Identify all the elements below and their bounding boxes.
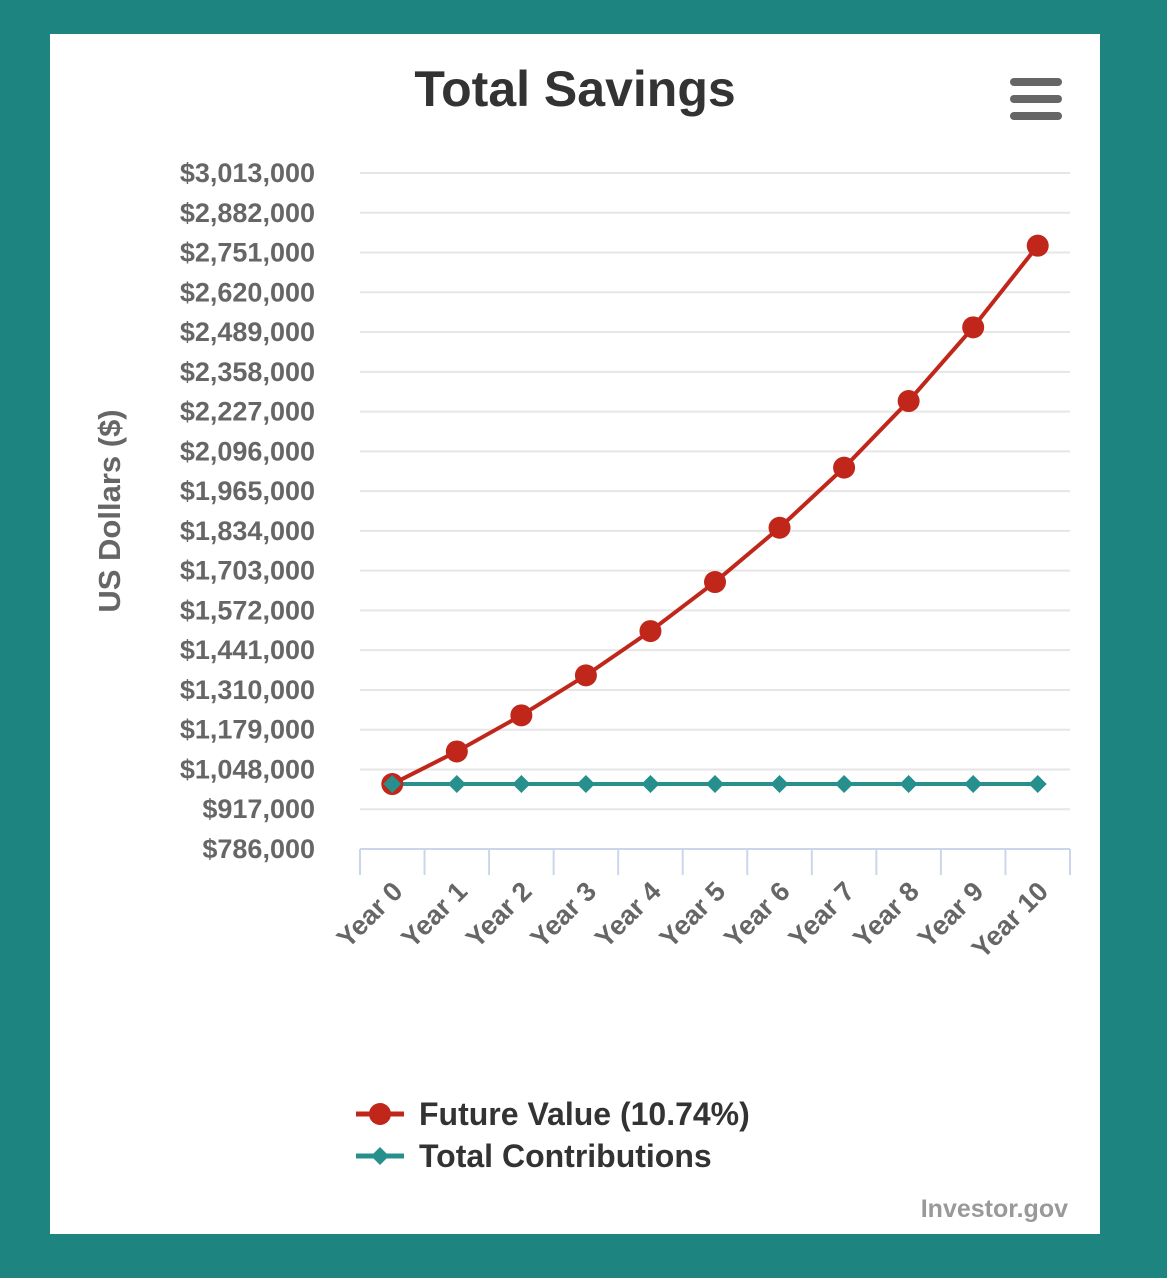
future-value-point[interactable]: [574, 664, 597, 687]
legend-item-label[interactable]: Future Value (10.74%): [419, 1096, 750, 1132]
x-tick-label: Year 0: [331, 876, 408, 953]
y-axis-title: US Dollars ($): [92, 409, 127, 612]
line-chart: $786,000 $917,000 $1,048,000 $1,179,000 $1,3…: [92, 158, 1071, 1174]
legend-marker-circle: [369, 1103, 391, 1125]
y-tick-label: $2,358,000: [180, 357, 315, 387]
y-tick-label: $2,227,000: [180, 397, 315, 427]
y-tick-label: $917,000: [202, 794, 315, 824]
future-value-point[interactable]: [833, 456, 856, 479]
x-tick-label: Year 2: [460, 876, 537, 953]
x-tick-label: Year 6: [718, 876, 795, 953]
y-tick-label: $3,013,000: [180, 158, 315, 188]
hamburger-menu-icon[interactable]: [1010, 78, 1062, 120]
contribution-point[interactable]: [706, 775, 724, 794]
series-line-1: [390, 243, 1040, 787]
y-tick-label: $1,703,000: [180, 556, 315, 586]
contribution-point[interactable]: [641, 775, 660, 794]
contribution-point[interactable]: [1028, 775, 1047, 794]
x-tick-label: Year 7: [783, 876, 860, 953]
chart-title: Total Savings: [414, 61, 736, 117]
x-tick-label: Year 5: [654, 876, 731, 953]
chart-panel: Total Savings $786,000 $917,000 $1,048,000…: [50, 34, 1100, 1234]
y-tick-label: $2,489,000: [180, 317, 315, 347]
y-tick-label: $2,096,000: [180, 436, 315, 466]
contribution-point[interactable]: [770, 775, 789, 794]
y-tick-label: $1,441,000: [180, 635, 315, 665]
contribution-point[interactable]: [899, 775, 918, 794]
y-tick-label: $1,572,000: [180, 595, 315, 625]
x-tick-label: Year 1: [396, 876, 473, 953]
x-tick-label: Year 4: [589, 876, 666, 953]
credits-link[interactable]: Investor.gov: [920, 1195, 1068, 1223]
future-value-point[interactable]: [962, 316, 985, 339]
contribution-point[interactable]: [447, 775, 466, 794]
y-tick-label: $1,834,000: [180, 516, 315, 546]
contribution-point[interactable]: [964, 775, 983, 794]
legend-marker-diamond: [371, 1147, 389, 1165]
y-tick-label: $1,310,000: [180, 675, 315, 705]
contribution-point[interactable]: [512, 775, 531, 794]
contribution-point[interactable]: [383, 775, 402, 794]
x-tick-label: Year 3: [525, 876, 602, 953]
future-value-point[interactable]: [1026, 234, 1049, 257]
y-tick-label: $786,000: [202, 834, 315, 864]
legend-item-label[interactable]: Total Contributions: [419, 1138, 712, 1174]
contribution-point[interactable]: [576, 775, 595, 794]
y-tick-label: $2,751,000: [180, 238, 315, 268]
future-value-point[interactable]: [510, 704, 533, 727]
y-tick-label: $1,048,000: [180, 754, 315, 784]
future-value-point[interactable]: [768, 516, 791, 539]
future-value-point[interactable]: [897, 390, 920, 413]
y-tick-label: $1,965,000: [180, 476, 315, 506]
future-value-point[interactable]: [445, 740, 468, 763]
y-tick-label: $1,179,000: [180, 715, 315, 745]
future-value-point[interactable]: [704, 571, 726, 594]
y-tick-label: $2,620,000: [180, 277, 315, 307]
x-tick-label: Year 8: [847, 876, 924, 953]
contribution-point[interactable]: [835, 775, 854, 794]
future-value-point[interactable]: [639, 620, 662, 643]
y-tick-label: $2,882,000: [180, 198, 315, 228]
